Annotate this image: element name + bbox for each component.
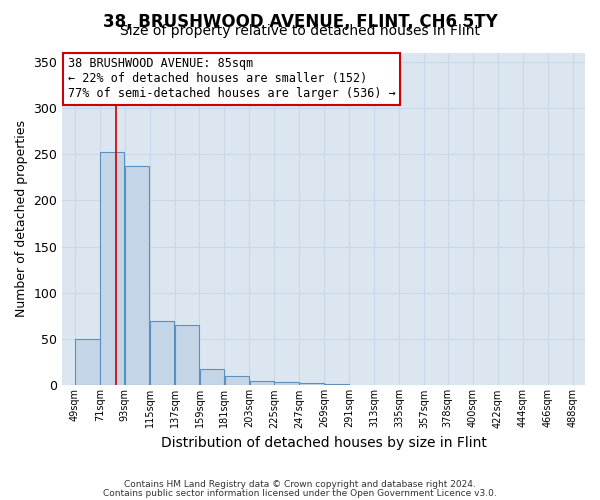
Bar <box>200 368 224 386</box>
X-axis label: Distribution of detached houses by size in Flint: Distribution of detached houses by size … <box>161 436 487 450</box>
Bar <box>75 339 100 386</box>
Text: 38 BRUSHWOOD AVENUE: 85sqm
← 22% of detached houses are smaller (152)
77% of sem: 38 BRUSHWOOD AVENUE: 85sqm ← 22% of deta… <box>68 58 395 100</box>
Bar <box>325 384 349 386</box>
Bar <box>150 320 175 386</box>
Text: Contains public sector information licensed under the Open Government Licence v3: Contains public sector information licen… <box>103 488 497 498</box>
Bar <box>175 326 199 386</box>
Text: 38, BRUSHWOOD AVENUE, FLINT, CH6 5TY: 38, BRUSHWOOD AVENUE, FLINT, CH6 5TY <box>103 12 497 30</box>
Text: Contains HM Land Registry data © Crown copyright and database right 2024.: Contains HM Land Registry data © Crown c… <box>124 480 476 489</box>
Bar <box>250 381 274 386</box>
Bar <box>125 166 149 386</box>
Bar <box>100 152 124 386</box>
Text: Size of property relative to detached houses in Flint: Size of property relative to detached ho… <box>120 24 480 38</box>
Y-axis label: Number of detached properties: Number of detached properties <box>15 120 28 318</box>
Bar <box>274 382 299 386</box>
Bar <box>224 376 249 386</box>
Bar <box>299 382 324 386</box>
